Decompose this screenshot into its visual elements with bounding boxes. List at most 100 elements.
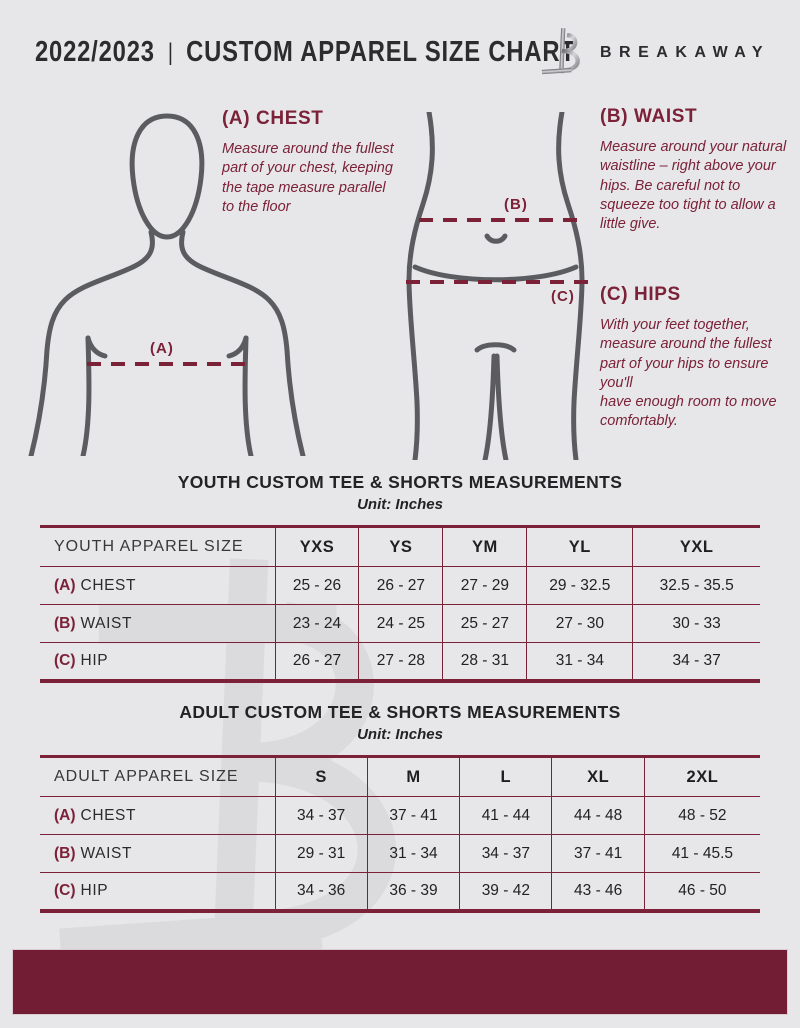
row-label-cell: (A) CHEST: [40, 566, 275, 605]
size-cell: 27 - 30: [526, 604, 633, 643]
title-divider: |: [167, 38, 174, 66]
row-label-cell: (B) WAIST: [40, 604, 275, 643]
hips-measure-line: [406, 280, 592, 284]
size-cell: 28 - 31: [442, 642, 527, 681]
row-label: WAIST: [80, 844, 133, 862]
size-cell: 27 - 29: [442, 566, 527, 605]
row-prefix: (C): [54, 881, 76, 899]
chest-guide-heading: (A) CHEST: [222, 108, 324, 129]
size-cell: 44 - 48: [551, 796, 645, 835]
youth-table-unit: Unit: Inches: [357, 496, 443, 513]
size-cell: 48 - 52: [643, 796, 760, 835]
row-label: WAIST: [80, 614, 133, 632]
size-cell: 26 - 27: [274, 642, 359, 681]
page-title: 2022/2023 | CUSTOM APPAREL SIZE CHART: [35, 36, 576, 69]
size-cell: 25 - 27: [442, 604, 527, 643]
size-col-header: M: [366, 756, 460, 797]
size-cell: 36 - 39: [366, 872, 460, 911]
season-year: 2022/2023: [35, 36, 155, 68]
size-col-header: XL: [551, 756, 645, 797]
brand-name: BREAKAWAY: [600, 44, 771, 61]
waist-measure-line: [419, 218, 581, 222]
size-cell: 30 - 33: [632, 604, 760, 643]
size-col-header: YM: [442, 526, 527, 567]
size-col-header: YL: [526, 526, 633, 567]
size-cell: 27 - 28: [358, 642, 443, 681]
size-col-header: YS: [358, 526, 443, 567]
page-title-text: CUSTOM APPAREL SIZE CHART: [186, 36, 576, 68]
size-cell: 34 - 37: [274, 796, 368, 835]
size-cell: 31 - 34: [366, 834, 460, 873]
youth-size-header: YOUTH APPAREL SIZE: [40, 526, 275, 567]
row-prefix: (A): [54, 576, 76, 594]
row-label: CHEST: [80, 806, 137, 824]
size-col-header: YXS: [274, 526, 359, 567]
chest-guide: (A) CHEST Measure around the fullest par…: [222, 108, 400, 217]
size-col-header: YXL: [632, 526, 760, 567]
size-cell: 37 - 41: [366, 796, 460, 835]
waist-guide: (B) WAIST Measure around your natural wa…: [600, 106, 792, 234]
adult-size-header: ADULT APPAREL SIZE: [40, 756, 275, 797]
size-cell: 32.5 - 35.5: [632, 566, 760, 605]
row-prefix: (B): [54, 614, 76, 632]
row-label: HIP: [80, 881, 109, 899]
adult-section: ADULT CUSTOM TEE & SHORTS MEASUREMENTS U…: [0, 700, 800, 913]
table-row: (C) HIP 34 - 36 36 - 39 39 - 42 43 - 46 4…: [40, 872, 760, 911]
size-cell: 34 - 36: [274, 872, 368, 911]
size-cell: 34 - 37: [459, 834, 552, 873]
size-col-header: L: [459, 756, 552, 797]
hips-guide-heading: (C) HIPS: [600, 284, 681, 305]
row-label-cell: (C) HIP: [40, 643, 275, 681]
row-label: CHEST: [80, 576, 137, 594]
row-label-cell: (B) WAIST: [40, 834, 275, 873]
size-cell: 29 - 31: [274, 834, 368, 873]
table-row: (A) CHEST 34 - 37 37 - 41 41 - 44 44 - 48…: [40, 796, 760, 835]
youth-section: YOUTH CUSTOM TEE & SHORTS MEASUREMENTS U…: [0, 470, 800, 683]
size-cell: 31 - 34: [526, 642, 633, 681]
adult-size-table: ADULT APPAREL SIZE S M L XL 2XL (A) CHEST…: [40, 755, 760, 913]
youth-header-row: YOUTH APPAREL SIZE YXS YS YM YL YXL: [40, 526, 760, 567]
youth-table-title: YOUTH CUSTOM TEE & SHORTS MEASUREMENTS: [177, 472, 623, 492]
adult-table-title: ADULT CUSTOM TEE & SHORTS MEASUREMENTS: [179, 702, 621, 722]
size-cell: 26 - 27: [358, 566, 443, 605]
chest-marker-label: (A): [150, 340, 174, 357]
size-cell: 41 - 44: [459, 796, 552, 835]
waist-guide-body: Measure around your natural waistline – …: [600, 139, 787, 233]
row-label-cell: (C) HIP: [40, 873, 275, 911]
row-label: HIP: [80, 651, 109, 669]
size-col-header: S: [274, 756, 368, 797]
waist-guide-heading: (B) WAIST: [600, 106, 698, 127]
chest-guide-body: Measure around the fullest part of your …: [222, 141, 394, 215]
breakaway-b-logo-icon: [541, 28, 580, 75]
upper-body-figure: [28, 113, 306, 456]
size-cell: 43 - 46: [551, 872, 645, 911]
size-cell: 29 - 32.5: [526, 566, 633, 605]
size-cell: 24 - 25: [358, 604, 443, 643]
row-prefix: (B): [54, 844, 76, 862]
footer-bar: [12, 949, 788, 1015]
row-label-cell: (A) CHEST: [40, 796, 275, 835]
table-row: (C) HIP 26 - 27 27 - 28 28 - 31 31 - 34 3…: [40, 642, 760, 681]
hips-marker-label: (C): [551, 288, 575, 305]
size-col-header: 2XL: [643, 756, 760, 797]
lower-body-figure: [406, 112, 585, 460]
hips-guide-body: With your feet together, measure around …: [600, 317, 777, 430]
table-row: (B) WAIST 23 - 24 24 - 25 25 - 27 27 - 30…: [40, 604, 760, 643]
table-row: (A) CHEST 25 - 26 26 - 27 27 - 29 29 - 32…: [40, 566, 760, 605]
size-cell: 23 - 24: [274, 604, 359, 643]
youth-size-table: YOUTH APPAREL SIZE YXS YS YM YL YXL (A) C…: [40, 525, 760, 683]
size-cell: 37 - 41: [551, 834, 645, 873]
size-cell: 41 - 45.5: [643, 834, 760, 873]
table-row: (B) WAIST 29 - 31 31 - 34 34 - 37 37 - 41…: [40, 834, 760, 873]
row-prefix: (C): [54, 651, 76, 669]
size-cell: 34 - 37: [632, 642, 760, 681]
adult-table-unit: Unit: Inches: [357, 726, 443, 743]
chest-measure-line: [87, 362, 247, 366]
hips-guide: (C) HIPS With your feet together, measur…: [600, 284, 792, 432]
size-cell: 46 - 50: [643, 872, 760, 911]
size-cell: 25 - 26: [274, 566, 359, 605]
adult-header-row: ADULT APPAREL SIZE S M L XL 2XL: [40, 756, 760, 797]
size-cell: 39 - 42: [459, 872, 552, 911]
waist-marker-label: (B): [504, 196, 528, 213]
